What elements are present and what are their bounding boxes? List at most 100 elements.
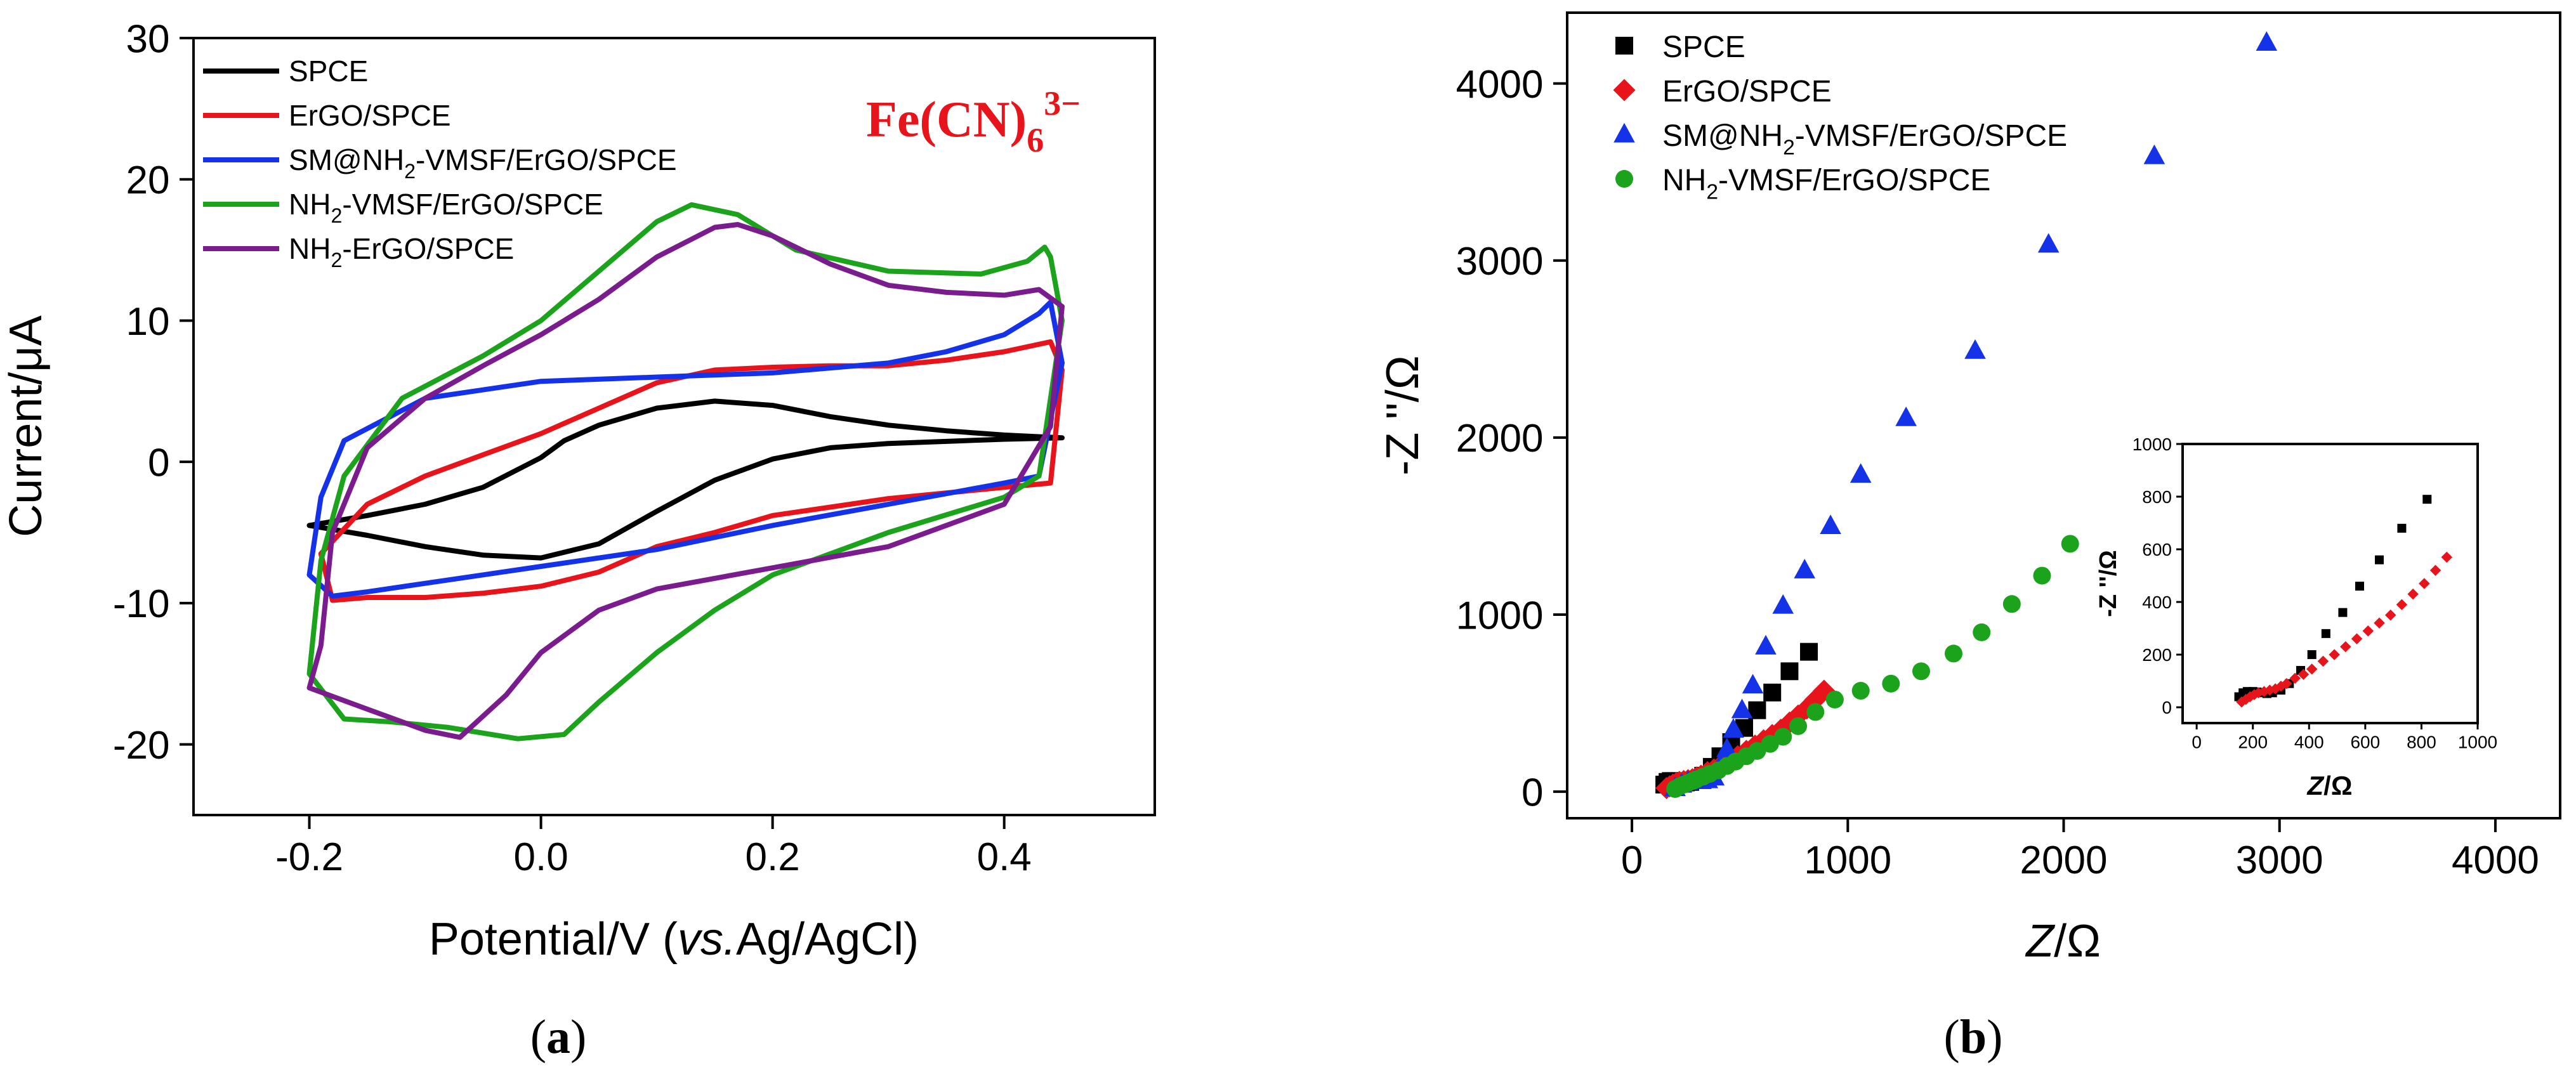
eis-point-sm-nh2-vmsf-ergo-spce	[1895, 406, 1917, 426]
panel-a-y-axis-label: Current/μA	[1, 315, 51, 537]
inset-point-spce	[2397, 523, 2407, 533]
panel-b-x-axis-label: Z/Ω	[2025, 916, 2101, 967]
eis-point-spce	[1763, 683, 1782, 702]
panel-a-redox-probe-annotation: Fe(CN)63−	[866, 84, 1081, 159]
panel-b-x-tick-label: 3000	[2236, 839, 2323, 882]
eis-point-nh2-vmsf-ergo-spce	[1774, 728, 1792, 746]
eis-point-sm-nh2-vmsf-ergo-spce	[2256, 31, 2278, 51]
eis-point-sm-nh2-vmsf-ergo-spce	[1820, 514, 1841, 535]
annotation-superscript: 3−	[1044, 84, 1081, 122]
inset-point-ergo-spce	[2362, 625, 2374, 637]
panel-b-y-tick-label: 1000	[1456, 594, 1544, 637]
legend-marker-spce	[1615, 37, 1633, 55]
panel-b-x-tick-label: 4000	[2452, 839, 2539, 882]
panel-b-legend-label: ErGO/SPCE	[1662, 75, 1832, 108]
panel-a-y-tick-label: -10	[113, 582, 170, 626]
panel-b-x-label-suffix: /Ω	[2054, 916, 2101, 967]
eis-point-nh2-vmsf-ergo-spce	[1851, 682, 1870, 700]
panel-a-x-tick-label: -0.2	[275, 835, 343, 879]
panel-a-y-tick-label: 0	[148, 441, 169, 485]
panel-b-y-tick-label: 2000	[1456, 417, 1544, 460]
panel-b-y-tick-label: 0	[1521, 771, 1543, 814]
inset-y-tick-label: 200	[2142, 645, 2172, 665]
panel-b-x-label-italic: Z	[2025, 916, 2055, 967]
inset-plot-frame	[2181, 443, 2479, 724]
inset-x-tick-label: 0	[2192, 732, 2202, 752]
panel-a-x-tick-label: 0.0	[513, 835, 568, 879]
eis-point-sm-nh2-vmsf-ergo-spce	[1716, 737, 1738, 757]
panel-a-x-label-italic: vs.	[678, 914, 736, 965]
eis-point-sm-nh2-vmsf-ergo-spce	[1723, 718, 1744, 738]
inset-y-tick-label: 800	[2142, 487, 2172, 507]
eis-point-sm-nh2-vmsf-ergo-spce	[1850, 463, 1872, 483]
eis-point-sm-nh2-vmsf-ergo-spce	[1742, 674, 1764, 694]
panel-b-series-layer	[1655, 31, 2278, 800]
eis-point-sm-nh2-vmsf-ergo-spce	[2143, 144, 2165, 164]
inset-point-ergo-spce	[2289, 672, 2301, 684]
panel-b-label: (b)	[1944, 1010, 2003, 1064]
inset-x-tick-label: 600	[2350, 732, 2380, 752]
inset-x-axis-label: Z/Ω	[2307, 771, 2353, 800]
panel-a-y-tick-label: -20	[113, 724, 170, 767]
panel-b-inset: 0 200 400 600 800 1000 0 200 400 600 800 1000 -Z ''…	[2095, 434, 2497, 800]
eis-point-nh2-vmsf-ergo-spce	[1825, 690, 1844, 708]
inset-point-spce	[2422, 495, 2432, 504]
inset-background	[2183, 444, 2478, 723]
panel-a-legend-label: NH2-VMSF/ErGO/SPCE	[289, 188, 603, 227]
panel-a-legend-label: SM@NH2-VMSF/ErGO/SPCE	[289, 143, 677, 183]
eis-point-nh2-vmsf-ergo-spce	[1789, 717, 1808, 735]
panel-a-axes: -0.2 0.0 0.2 0.4 -20 -10 0 10 20 30	[113, 17, 1032, 879]
panel-a-y-tick-label: 10	[126, 300, 170, 344]
inset-point-ergo-spce	[2329, 649, 2340, 660]
annotation-formula: Fe(CN)	[866, 92, 1027, 148]
inset-point-ergo-spce	[2351, 633, 2363, 644]
panel-b-label-letter: b	[1960, 1010, 1987, 1064]
cv-curve-nh2-ergo-spce	[306, 222, 1065, 740]
panel-b-y-axis-label: -Z ''/Ω	[1377, 355, 1428, 475]
cv-curve-sm-nh2-vmsf-ergo-spce	[306, 299, 1065, 599]
panel-a-y-tick-label: 20	[126, 159, 170, 202]
eis-point-nh2-vmsf-ergo-spce	[1748, 741, 1766, 760]
inset-point-ergo-spce	[2374, 617, 2385, 629]
legend-marker-ergo-spce	[1613, 79, 1636, 101]
inset-point-ergo-spce	[2396, 599, 2408, 610]
inset-series-layer	[2234, 495, 2453, 708]
inset-point-spce	[2375, 555, 2384, 565]
eis-point-sm-nh2-vmsf-ergo-spce	[2037, 233, 2060, 253]
eis-point-sm-nh2-vmsf-ergo-spce	[1794, 559, 1816, 578]
inset-point-ergo-spce	[2317, 655, 2329, 667]
panel-a-cyclic-voltammetry: -0.2 0.0 0.2 0.4 -20 -10 0 10 20 30 Current/μA Po…	[1, 17, 1156, 1064]
panel-a-legend-label: NH2-ErGO/SPCE	[289, 232, 514, 271]
inset-point-spce	[2355, 582, 2364, 591]
inset-x-tick-label: 800	[2407, 732, 2436, 752]
panel-a-series-layer	[306, 202, 1065, 741]
eis-point-nh2-vmsf-ergo-spce	[2002, 595, 2021, 613]
annotation-subscript: 6	[1027, 121, 1044, 159]
panel-b-y-tick-label: 3000	[1456, 240, 1544, 284]
inset-x-tick-label: 400	[2294, 732, 2324, 752]
cv-curve-nh2-vmsf-ergo-spce	[306, 202, 1065, 741]
inset-x-tick-label: 200	[2238, 732, 2268, 752]
eis-point-sm-nh2-vmsf-ergo-spce	[1964, 339, 1986, 359]
panel-a-x-label-prefix: Potential/V (	[429, 914, 678, 965]
eis-point-spce	[1800, 643, 1818, 661]
inset-point-ergo-spce	[2407, 588, 2419, 600]
inset-point-ergo-spce	[2306, 663, 2318, 675]
panel-b-legend-label: SPCE	[1662, 30, 1745, 64]
legend-marker-nh2-vmsf-ergo-spce	[1615, 170, 1633, 188]
panel-b-x-tick-label: 2000	[2020, 839, 2108, 882]
eis-point-nh2-vmsf-ergo-spce	[1973, 623, 1991, 641]
panel-b-legend-label: NH2-VMSF/ErGO/SPCE	[1662, 164, 1990, 204]
panel-b-y-tick-label: 4000	[1456, 63, 1544, 107]
eis-point-nh2-vmsf-ergo-spce	[1944, 644, 1962, 663]
inset-point-spce	[2321, 629, 2330, 638]
eis-point-nh2-vmsf-ergo-spce	[2061, 535, 2079, 553]
panel-a-legend-label: SPCE	[289, 55, 368, 88]
eis-point-nh2-vmsf-ergo-spce	[1912, 662, 1930, 681]
inset-point-ergo-spce	[2340, 641, 2351, 653]
inset-point-ergo-spce	[2384, 610, 2396, 621]
inset-y-axis-label: -Z ''/Ω	[2095, 550, 2122, 617]
inset-axes: 0 200 400 600 800 1000 0 200 400 600 800 1000	[2132, 434, 2497, 752]
